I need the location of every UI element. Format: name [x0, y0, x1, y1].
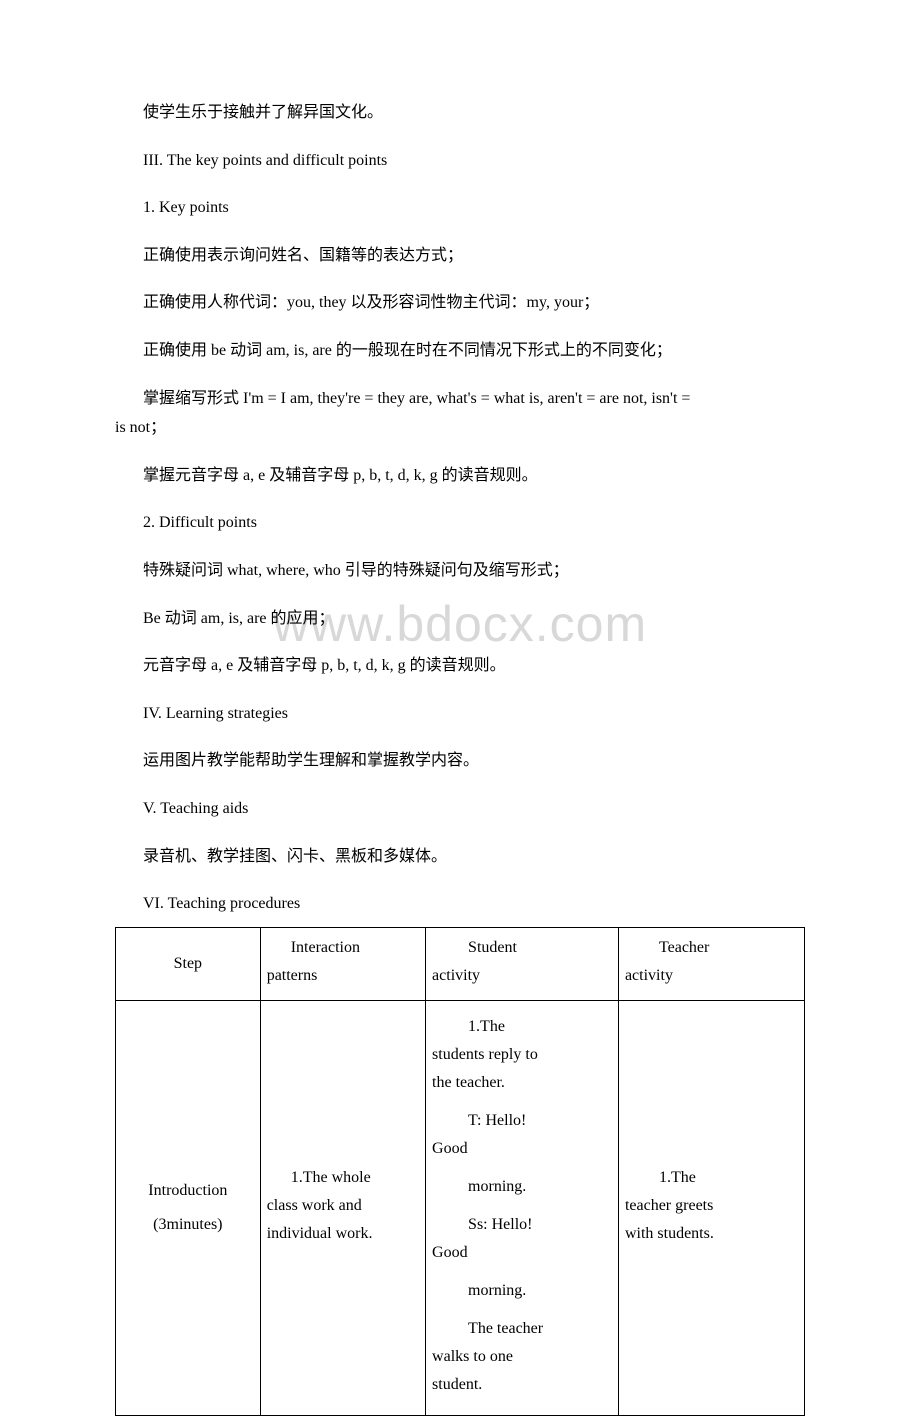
cell-text: The teacher	[432, 1317, 612, 1341]
cell-text: Good	[432, 1137, 612, 1161]
paragraph-text: Be 动词 am, is, are 的应用；	[115, 606, 805, 632]
paragraph-text: 掌握元音字母 a, e 及辅音字母 p, b, t, d, k, g 的读音规则…	[115, 463, 805, 489]
paragraph-text: 1. Key points	[115, 195, 805, 221]
header-text: Teacher	[625, 936, 798, 960]
paragraph-text: 录音机、教学挂图、闪卡、黑板和多媒体。	[115, 844, 805, 870]
procedures-table: Step Interaction patterns Student activi…	[115, 927, 805, 1416]
paragraph-text: 掌握缩写形式 I'm = I am, they're = they are, w…	[115, 386, 805, 412]
paragraph-text: 正确使用 be 动词 am, is, are 的一般现在时在不同情况下形式上的不…	[115, 338, 805, 364]
cell-text: individual work.	[267, 1222, 419, 1246]
table-cell: Introduction (3minutes)	[116, 1000, 261, 1415]
paragraph-text: IV. Learning strategies	[115, 701, 805, 727]
cell-text: class work and	[267, 1194, 419, 1218]
paragraph-text: 运用图片教学能帮助学生理解和掌握教学内容。	[115, 748, 805, 774]
cell-text: Ss: Hello!	[432, 1213, 612, 1237]
cell-text: with students.	[625, 1222, 798, 1246]
paragraph-text: VI. Teaching procedures	[115, 891, 805, 917]
header-text: activity	[625, 964, 798, 988]
cell-text: 1.The	[432, 1015, 612, 1039]
cell-text: walks to one	[432, 1345, 612, 1369]
cell-text: 1.The whole	[267, 1166, 419, 1190]
paragraph-text: 2. Difficult points	[115, 510, 805, 536]
cell-text: morning.	[432, 1279, 612, 1303]
header-text: Student	[432, 936, 612, 960]
cell-text: student.	[432, 1373, 612, 1397]
table-row: Introduction (3minutes) 1.The whole clas…	[116, 1000, 805, 1415]
table-header-cell: Step	[116, 927, 261, 1000]
paragraph-text: 正确使用表示询问姓名、国籍等的表达方式；	[115, 243, 805, 269]
table-header-cell: Teacher activity	[618, 927, 804, 1000]
paragraph-text: V. Teaching aids	[115, 796, 805, 822]
cell-text: morning.	[432, 1175, 612, 1199]
document-content: 使学生乐于接触并了解异国文化。 III. The key points and …	[115, 100, 805, 1416]
header-text: Interaction	[267, 936, 419, 960]
table-header-row: Step Interaction patterns Student activi…	[116, 927, 805, 1000]
cell-text: students reply to	[432, 1043, 612, 1067]
cell-text: Introduction	[122, 1179, 254, 1203]
paragraph-text: 元音字母 a, e 及辅音字母 p, b, t, d, k, g 的读音规则。	[115, 653, 805, 679]
table-cell: 1.The teacher greets with students.	[618, 1000, 804, 1415]
cell-text: 1.The	[625, 1166, 798, 1190]
cell-text: T: Hello!	[432, 1109, 612, 1133]
paragraph-text: 特殊疑问词 what, where, who 引导的特殊疑问句及缩写形式；	[115, 558, 805, 584]
table-header-cell: Student activity	[426, 927, 619, 1000]
header-text: Step	[122, 952, 254, 976]
table-header-cell: Interaction patterns	[260, 927, 425, 1000]
cell-text: teacher greets	[625, 1194, 798, 1218]
header-text: patterns	[267, 964, 419, 988]
paragraph-text: 正确使用人称代词：you, they 以及形容词性物主代词：my, your；	[115, 290, 805, 316]
cell-text: (3minutes)	[122, 1213, 254, 1237]
paragraph-text: 使学生乐于接触并了解异国文化。	[115, 100, 805, 126]
header-text: activity	[432, 964, 612, 988]
table-cell: 1.The whole class work and individual wo…	[260, 1000, 425, 1415]
table-cell: 1.The students reply to the teacher. T: …	[426, 1000, 619, 1415]
paragraph-text: III. The key points and difficult points	[115, 148, 805, 174]
cell-text: the teacher.	[432, 1071, 612, 1095]
paragraph-text: is not；	[115, 415, 805, 441]
cell-text: Good	[432, 1241, 612, 1265]
